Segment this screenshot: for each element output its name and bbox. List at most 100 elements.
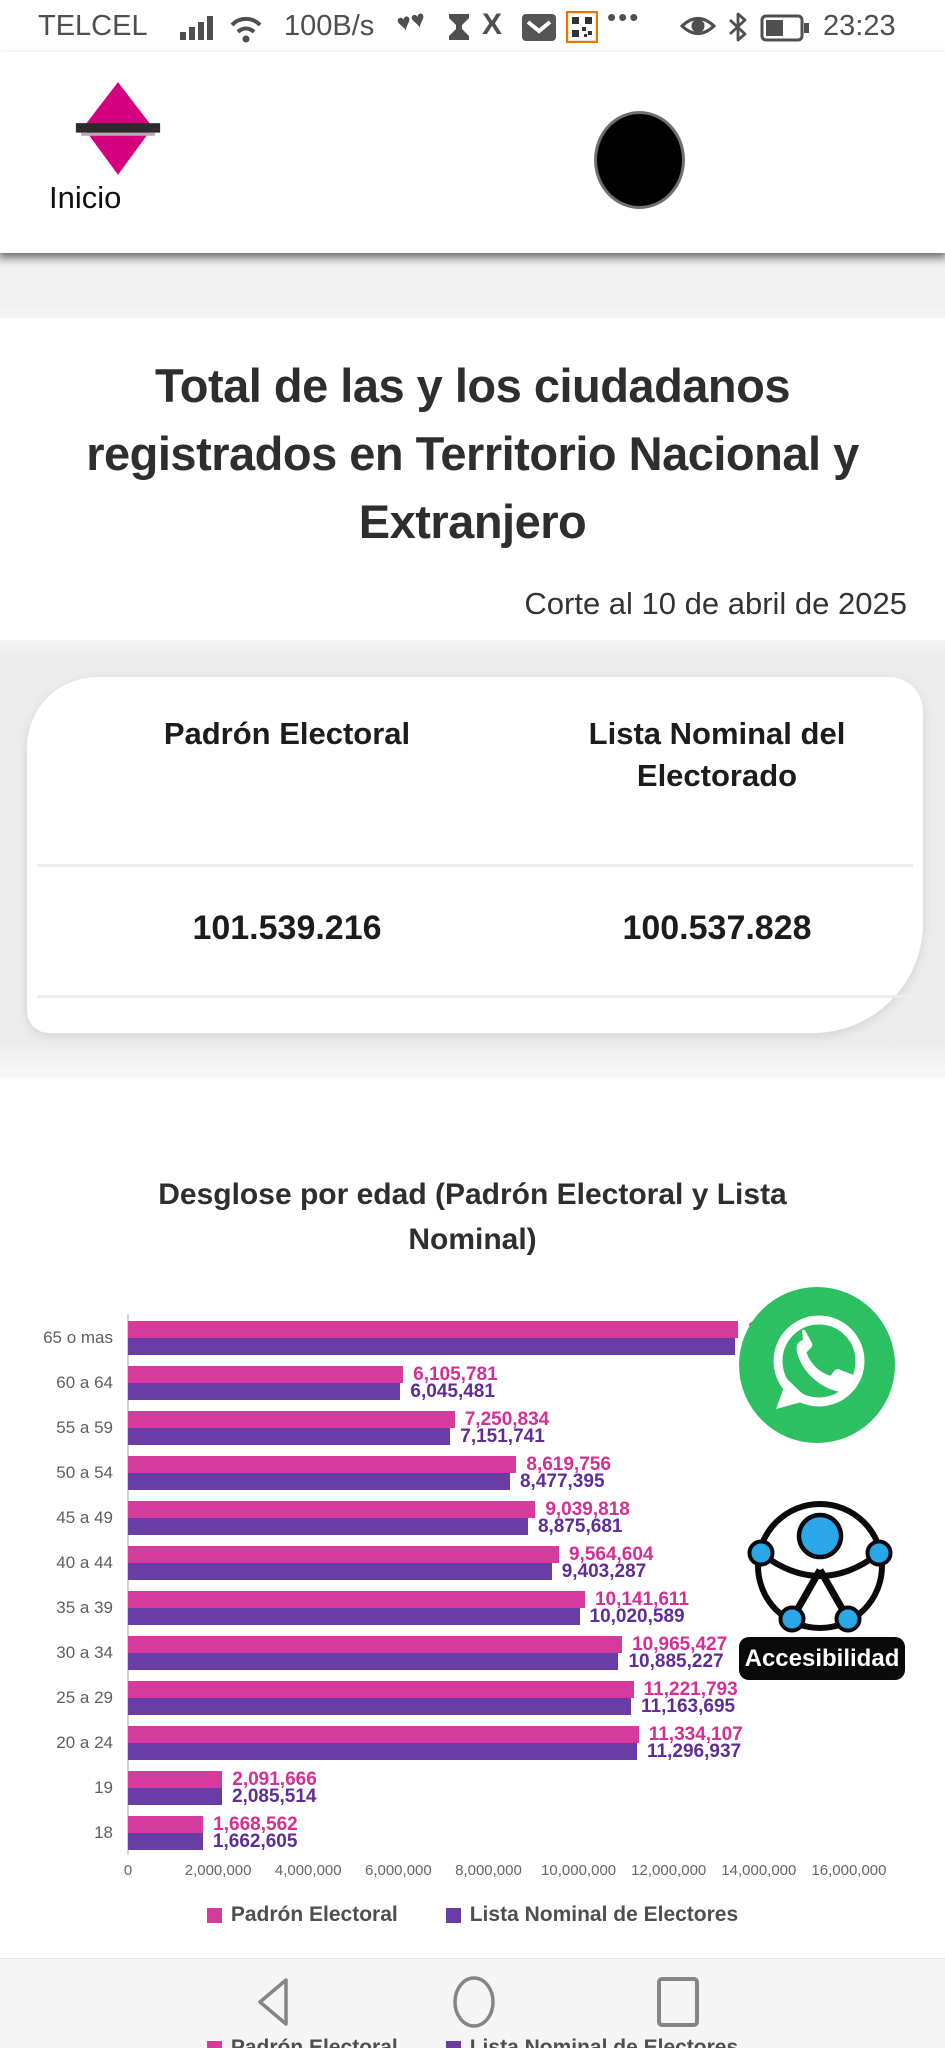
bar-padron xyxy=(128,1546,559,1563)
battery-icon xyxy=(760,14,809,42)
x-axis-tick-label: 2,000,000 xyxy=(184,1862,252,1879)
category-label: 30 a 34 xyxy=(56,1643,113,1662)
back-button[interactable] xyxy=(250,1974,298,2030)
home-button[interactable] xyxy=(450,1974,498,2030)
bar-padron xyxy=(128,1771,223,1788)
x-app-icon: X xyxy=(482,8,503,41)
column-header-lista-nominal: Lista Nominal del Electorado xyxy=(588,716,846,793)
page-title: Total de las y los ciudadanos registrado… xyxy=(86,359,859,548)
legend-label: Padrón Electoral xyxy=(230,1903,398,1926)
bar-padron xyxy=(128,1456,517,1473)
bar-lista-nominal xyxy=(128,1563,552,1580)
value-label-padron: 9,564,604 xyxy=(568,1544,654,1565)
x-axis-tick-label: 0 xyxy=(123,1862,133,1879)
wifi-icon xyxy=(230,16,262,43)
app-header: Inicio xyxy=(0,52,945,253)
category-label: 35 a 39 xyxy=(56,1598,113,1617)
table-divider xyxy=(37,995,913,998)
bar-padron xyxy=(128,1321,738,1338)
legend-label: Lista Nominal de Electores xyxy=(469,2036,739,2048)
bar-padron xyxy=(128,1366,404,1383)
value-label-padron: 2,091,666 xyxy=(232,1769,317,1790)
value-label-padron: 1,668,562 xyxy=(213,1814,298,1835)
bar-lista-nominal xyxy=(128,1338,735,1355)
value-label-lista-nominal: 7,151,741 xyxy=(460,1426,545,1447)
x-axis-tick-label: 12,000,000 xyxy=(631,1862,707,1879)
qr-code-icon xyxy=(566,11,598,43)
chart-y-axis xyxy=(127,1314,129,1855)
status-bar: TELCEL 100B/s ♥♥ X xyxy=(0,0,945,52)
bar-lista-nominal xyxy=(128,1743,638,1760)
value-label-lista-nominal: 8,477,395 xyxy=(519,1471,605,1492)
value-label-lista-nominal: 8,875,681 xyxy=(537,1516,623,1537)
category-label: 60 a 64 xyxy=(56,1373,113,1392)
value-label-lista-nominal: 10,885,227 xyxy=(628,1651,724,1672)
ine-ballot-logo-icon[interactable] xyxy=(68,80,168,180)
value-label-lista-nominal: 10,020,589 xyxy=(589,1606,685,1627)
value-label-padron: 9,039,818 xyxy=(545,1499,630,1520)
mail-icon xyxy=(522,14,556,41)
value-label-padron: 10,141,611 xyxy=(594,1589,690,1610)
bar-lista-nominal xyxy=(128,1473,510,1490)
value-label-lista-nominal: 11,296,937 xyxy=(647,1741,742,1762)
category-label: 65 o mas xyxy=(43,1328,113,1347)
legend-item: Padrón Electoral xyxy=(206,1903,398,1927)
bar-padron xyxy=(128,1681,634,1698)
bar-padron xyxy=(128,1636,623,1653)
x-axis-tick-label: 16,000,000 xyxy=(811,1862,887,1879)
bar-padron xyxy=(128,1816,204,1833)
legend-swatch xyxy=(445,1907,461,1923)
signal-bars-icon xyxy=(180,16,213,40)
summary-section: Padrón Electoral Lista Nominal del Elect… xyxy=(0,640,945,1078)
padron-total-value: 101.539.216 xyxy=(192,909,382,947)
carrier-label: TELCEL xyxy=(38,10,148,42)
bar-lista-nominal xyxy=(128,1608,580,1625)
category-label: 25 a 29 xyxy=(56,1688,113,1707)
accessibility-icon[interactable] xyxy=(732,1486,908,1642)
x-axis-tick-label: 8,000,000 xyxy=(455,1862,522,1879)
bar-lista-nominal xyxy=(128,1428,451,1445)
value-label-padron: 7,250,834 xyxy=(464,1409,550,1430)
value-label-lista-nominal: 9,403,287 xyxy=(561,1561,647,1582)
bar-lista-nominal xyxy=(128,1833,203,1850)
chart-title: Desglose por edad (Padrón Electoral y Li… xyxy=(158,1178,787,1256)
health-hearts-icon: ♥♥ xyxy=(394,5,428,38)
bar-lista-nominal xyxy=(128,1383,401,1400)
legend-swatch xyxy=(445,2040,461,2048)
bar-padron xyxy=(128,1726,639,1743)
legend-swatch xyxy=(206,1907,222,1923)
category-label: 50 a 54 xyxy=(56,1463,113,1482)
bar-lista-nominal xyxy=(128,1788,222,1805)
legend-label: Padrón Electoral xyxy=(230,2036,398,2048)
value-label-lista-nominal: 11,163,695 xyxy=(641,1696,736,1717)
bar-padron xyxy=(128,1411,455,1428)
bar-lista-nominal xyxy=(128,1653,619,1670)
legend-item: Lista Nominal de Electores xyxy=(445,2036,739,2048)
x-axis-tick-label: 4,000,000 xyxy=(274,1862,342,1879)
lista-nominal-total-value: 100.537.828 xyxy=(622,909,812,947)
bluetooth-icon xyxy=(729,12,747,42)
android-nav-bar xyxy=(0,1958,945,2048)
whatsapp-share-button[interactable] xyxy=(739,1287,895,1443)
value-label-lista-nominal: 1,662,605 xyxy=(212,1831,298,1852)
category-label: 19 xyxy=(94,1778,113,1797)
accessibility-label[interactable]: Accesibilidad xyxy=(739,1637,905,1680)
next-chart-legend-partial: Padrón Electoral Lista Nominal de Elector… xyxy=(0,2036,945,2048)
legend-swatch xyxy=(206,2040,222,2048)
x-axis-tick-label: 14,000,000 xyxy=(721,1862,797,1879)
camera-cutout xyxy=(594,111,685,209)
value-label-padron: 8,619,756 xyxy=(526,1454,611,1475)
value-label-padron: 11,334,107 xyxy=(648,1724,743,1745)
x-axis-tick-label: 6,000,000 xyxy=(364,1862,432,1879)
legend-label: Lista Nominal de Electores xyxy=(469,1903,739,1926)
eye-comfort-icon xyxy=(680,17,716,35)
home-link[interactable]: Inicio xyxy=(49,180,122,215)
value-label-padron: 11,221,793 xyxy=(643,1679,738,1700)
value-label-padron: 10,965,427 xyxy=(632,1634,728,1655)
clock-label: 23:23 xyxy=(823,10,896,42)
section-divider-band xyxy=(0,253,945,318)
recents-button[interactable] xyxy=(654,1974,702,2030)
summary-table: Padrón Electoral Lista Nominal del Elect… xyxy=(27,677,923,1033)
value-label-lista-nominal: 6,045,481 xyxy=(410,1381,495,1402)
